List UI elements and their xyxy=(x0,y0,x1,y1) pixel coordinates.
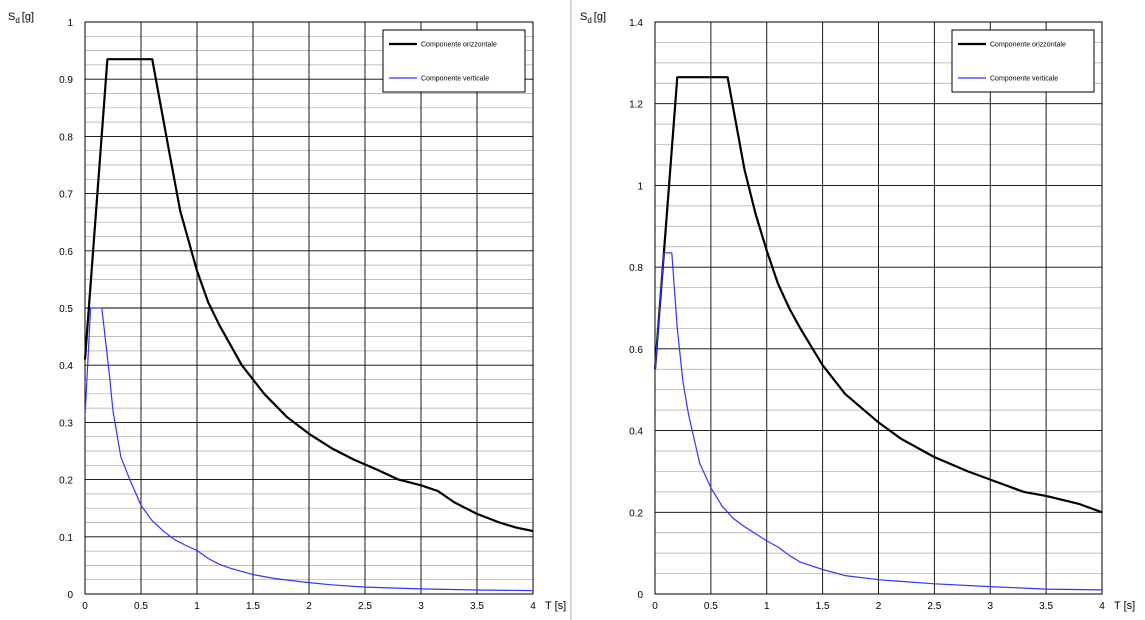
x-tick-label: 0.5 xyxy=(134,601,148,612)
x-tick-label: 1 xyxy=(764,601,770,612)
y-tick-label: 0.9 xyxy=(59,75,73,86)
x-tick-label: 4 xyxy=(1099,601,1105,612)
series-line-verticale xyxy=(654,252,1103,591)
legend: Componente orizzontale Componente vertica… xyxy=(382,29,526,93)
x-tick-label: 2.5 xyxy=(927,601,941,612)
x-axis-label: T [s] xyxy=(545,600,566,612)
y-tick-label: 0.2 xyxy=(59,476,73,487)
legend-label: Componente orizzontale xyxy=(421,42,497,49)
x-tick-label: 4 xyxy=(530,601,536,612)
y-tick-label: 0 xyxy=(67,590,73,601)
tick-labels: 0 0.2 0.4 0.6 0.8 1 1.2 1.4 0 0.5 1 1.5 2 2.5 3 3.5 4 xyxy=(629,18,1105,612)
series-line-orizzontale xyxy=(83,58,534,533)
x-tick-label: 2 xyxy=(876,601,882,612)
chart-left: 0 0.1 0.2 0.3 0.4 0.5 0.6 0.7 0.8 0.9 1 0 0.5 1 1.5 2 2.… xyxy=(0,0,570,620)
series-line-orizzontale xyxy=(653,76,1103,514)
x-tick-label: 2.5 xyxy=(358,601,372,612)
y-tick-label: 0.8 xyxy=(629,263,643,274)
panel-divider xyxy=(570,0,572,620)
legend-label: Componente verticale xyxy=(990,76,1058,83)
x-axis-label: T [s] xyxy=(1114,600,1135,612)
y-tick-label: 0.3 xyxy=(59,418,73,429)
x-tick-label: 2 xyxy=(306,601,312,612)
x-tick-label: 1.5 xyxy=(246,601,260,612)
chart-right: 0 0.2 0.4 0.6 0.8 1 1.2 1.4 0 0.5 1 1.5 2 2.5 3 3.5 4 Sd[… xyxy=(572,0,1145,620)
y-tick-label: 0.4 xyxy=(629,427,643,438)
x-tick-label: 3 xyxy=(418,601,424,612)
y-tick-label: 0.5 xyxy=(59,304,73,315)
y-tick-label: 0.8 xyxy=(59,132,73,143)
legend: Componente orizzontale Componente vertica… xyxy=(951,29,1095,93)
x-tick-label: 1.5 xyxy=(816,601,830,612)
y-tick-label: 1.4 xyxy=(629,18,643,29)
x-tick-label: 3.5 xyxy=(1039,601,1053,612)
y-axis-label: Sd [g] xyxy=(580,11,606,25)
y-tick-label: 0 xyxy=(637,590,643,601)
y-tick-label: 0.6 xyxy=(629,345,643,356)
y-tick-label: 0.7 xyxy=(59,190,73,201)
plot-frame xyxy=(654,21,1103,595)
series-lines xyxy=(83,58,534,592)
legend-label: Componente orizzontale xyxy=(990,42,1066,49)
x-tick-label: 1 xyxy=(194,601,200,612)
series-lines xyxy=(653,76,1103,591)
x-tick-label: 3.5 xyxy=(470,601,484,612)
y-tick-label: 1 xyxy=(637,181,643,192)
y-tick-label: 1.2 xyxy=(629,100,643,111)
chart-svg: 0 0.1 0.2 0.3 0.4 0.5 0.6 0.7 0.8 0.9 1 0 0.5 1 1.5 2 2.… xyxy=(8,11,566,612)
y-tick-label: 0.2 xyxy=(629,508,643,519)
x-tick-label: 0 xyxy=(82,601,88,612)
y-axis-label: Sd [g] xyxy=(8,11,34,25)
legend-box xyxy=(951,29,1095,93)
y-tick-label: 1 xyxy=(67,18,73,29)
y-tick-label: 0.1 xyxy=(59,533,73,544)
x-tick-label: 0.5 xyxy=(704,601,718,612)
legend-box xyxy=(382,29,526,93)
x-tick-label: 3 xyxy=(987,601,993,612)
y-tick-label: 0.6 xyxy=(59,247,73,258)
tick-labels: 0 0.1 0.2 0.3 0.4 0.5 0.6 0.7 0.8 0.9 1 0 0.5 1 1.5 2 2.… xyxy=(59,18,536,612)
x-tick-label: 0 xyxy=(652,601,658,612)
legend-label: Componente verticale xyxy=(421,76,489,83)
plot-frame xyxy=(84,21,534,595)
chart-svg: 0 0.2 0.4 0.6 0.8 1 1.2 1.4 0 0.5 1 1.5 2 2.5 3 3.5 4 Sd[… xyxy=(580,11,1135,612)
series-line-verticale xyxy=(84,307,534,592)
y-tick-label: 0.4 xyxy=(59,361,73,372)
